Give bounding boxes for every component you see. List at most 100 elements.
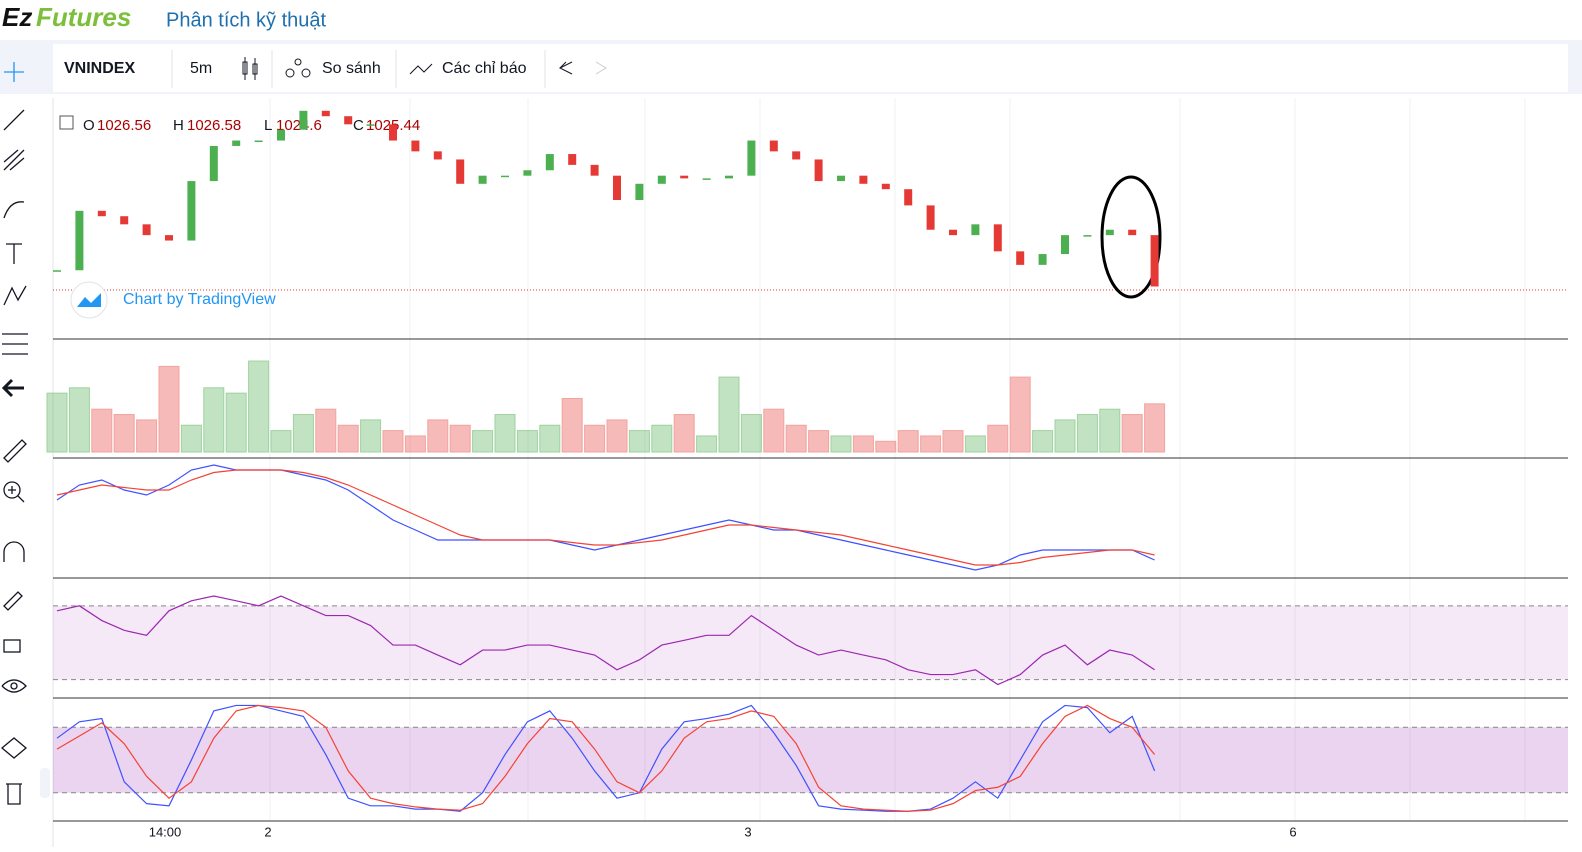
candle [366,124,375,126]
left-toolbar [0,94,50,847]
symbol[interactable]: VNINDEX [64,60,135,77]
collapse[interactable] [40,768,50,798]
volume-bar [539,424,561,453]
candle [971,224,980,236]
tv-logo [70,281,108,319]
volume-bar [696,435,718,453]
indicators[interactable]: Các chỉ báo [442,60,527,77]
candle [680,175,689,179]
volume-bar [225,392,247,453]
candle [142,224,151,236]
candle [702,178,711,180]
compare[interactable]: So sánh [322,60,381,77]
x-tick-label: 2 [264,824,271,839]
redo[interactable] [595,61,607,75]
volume-bar [382,430,404,453]
candle [1083,235,1092,237]
candle [568,154,577,165]
volume-bar [404,435,426,453]
candle [321,110,330,117]
o-value: 1026.56 [97,117,151,134]
volume-bar [472,430,494,453]
volume-bar [46,392,68,453]
candle [1150,235,1159,287]
candle [1128,229,1137,236]
page-title: Phân tích kỹ thuật [166,9,327,31]
volume-bar [875,440,897,453]
candle [545,154,554,171]
volume-bar [897,430,919,453]
watermark: Chart by TradingView [123,291,276,308]
candle [949,229,957,236]
volume-bar [248,360,270,453]
volume-bar [785,424,807,453]
volume-bar [987,424,1009,453]
volume-bar [1099,408,1121,453]
volume-bar [315,408,337,453]
volume-bar [718,376,740,453]
volume-bar [180,424,202,453]
signal-line [56,469,1155,566]
candle [209,145,218,182]
volume-bar [763,408,785,453]
candle [120,216,129,225]
candle [1061,235,1069,255]
volume-bar [427,419,449,453]
drawing-tools[interactable] [0,62,28,805]
candle [1105,229,1114,236]
c-label: C [353,117,364,134]
candle [657,175,666,184]
candle [232,140,241,146]
volume-bar [136,419,158,453]
logo: Futures [36,2,131,32]
candle [725,175,733,179]
candle [501,175,509,178]
volume-bar [113,414,135,453]
candle [299,110,308,130]
x-tick-label: 3 [744,824,751,839]
candle [747,140,756,176]
hand-drawn-circle [1100,175,1162,299]
undo[interactable] [558,61,573,75]
candle [187,181,196,241]
volume-bar [1009,376,1031,453]
volume-bar [292,414,314,453]
x-tick-label: 6 [1289,824,1296,839]
stoch-band [53,727,1568,793]
volume-bar [360,419,382,453]
volume-bar [91,408,113,453]
rsi-band [53,605,1568,680]
volume-bar [808,430,830,453]
toolbar [53,44,1568,92]
candle [344,116,353,125]
volume-bar [628,430,650,453]
candle [1038,254,1047,265]
candle [53,270,61,272]
volume-bar [1076,414,1098,453]
candle [635,183,644,200]
candle [75,210,84,271]
volume-bar [584,424,606,453]
interval[interactable]: 5m [190,60,212,77]
candle-icon[interactable] [242,57,258,80]
candle [411,140,420,152]
legend-toggle[interactable] [59,115,74,130]
candle [792,151,801,160]
volume-bar [830,435,852,453]
volume-bar [942,430,964,453]
grid [269,98,1526,821]
candle [97,210,106,217]
compare-icon[interactable] [285,58,311,78]
logo: Ez [2,2,32,32]
volume-bar [494,414,516,453]
l-value: 1024.6 [276,117,322,134]
candle [859,175,868,184]
candle [456,159,465,184]
x-tick-label: 14:00 [149,824,182,839]
candle [478,175,487,184]
volume-bar [449,424,471,453]
indicator-icon[interactable] [409,63,433,75]
candle [993,224,1002,252]
volume-bar [1054,419,1076,453]
